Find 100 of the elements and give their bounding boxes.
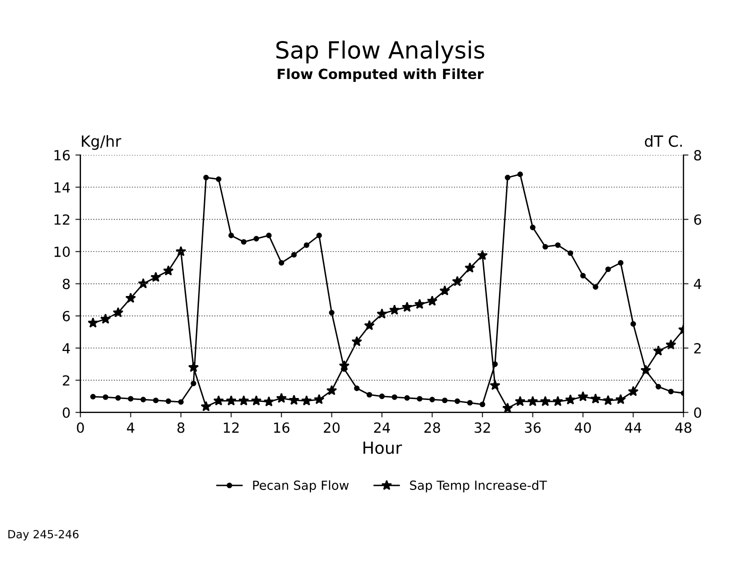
point — [517, 172, 523, 178]
point — [203, 174, 209, 180]
point — [178, 399, 184, 405]
point — [429, 396, 435, 402]
point — [291, 252, 297, 258]
point — [200, 401, 212, 412]
point — [602, 394, 614, 406]
point — [314, 394, 324, 404]
point — [467, 400, 473, 406]
y2-axis-title: dT C. — [644, 135, 682, 147]
point — [527, 396, 538, 406]
y-tick-label: 0 — [62, 407, 70, 418]
y2-tick-label: 4 — [694, 278, 702, 289]
y2-tick-label: 2 — [694, 343, 701, 354]
point — [125, 292, 136, 303]
y-tick-label: 6 — [62, 310, 70, 322]
chart-subtitle: Flow Computed with Filter — [278, 68, 484, 82]
y-tick-label: 12 — [54, 214, 70, 225]
point — [301, 395, 312, 406]
point — [530, 224, 536, 230]
x-tick-label: 44 — [625, 422, 642, 433]
legend-label: Pecan Sap Flow — [253, 480, 349, 492]
text: Day 245-246 — [8, 530, 79, 541]
point — [618, 260, 624, 266]
x-tick-label: 16 — [274, 422, 290, 433]
point — [288, 394, 300, 405]
x-tick-label: 20 — [324, 422, 340, 433]
x-tick-label: 0 — [76, 422, 84, 433]
point — [442, 398, 448, 404]
point — [630, 321, 636, 327]
point — [454, 398, 460, 404]
point — [115, 395, 121, 401]
point — [439, 285, 450, 296]
x-tick-label: 8 — [177, 422, 184, 433]
point — [452, 276, 463, 286]
point — [140, 396, 146, 402]
y-tick-label: 2 — [62, 375, 70, 386]
x-tick-label: 32 — [474, 422, 490, 433]
point — [504, 174, 510, 180]
point — [592, 284, 598, 290]
chart-title: Sap Flow Analysis — [276, 40, 484, 64]
point — [416, 396, 422, 402]
point — [542, 244, 548, 250]
point — [364, 320, 375, 330]
point — [138, 278, 149, 288]
point — [150, 272, 162, 282]
point — [580, 272, 586, 278]
point — [128, 396, 134, 402]
y-tick-label: 8 — [62, 278, 70, 290]
x-tick-label: 36 — [524, 422, 541, 433]
point — [266, 232, 272, 238]
point — [254, 236, 260, 242]
point — [354, 386, 360, 392]
point — [240, 239, 247, 245]
x-tick-label: 24 — [374, 422, 390, 433]
point — [414, 298, 425, 309]
point — [653, 345, 664, 356]
x-tick-label: 48 — [675, 422, 692, 433]
point — [552, 396, 564, 406]
point — [366, 392, 372, 398]
point — [464, 262, 476, 273]
point — [90, 394, 96, 400]
point — [213, 395, 224, 406]
point — [389, 304, 400, 315]
y2-tick-label: 8 — [694, 150, 702, 160]
point — [540, 396, 551, 406]
point — [328, 310, 334, 316]
y2-tick-label: 6 — [694, 214, 702, 225]
x-tick-label: 4 — [126, 422, 134, 433]
y-tick-label: 16 — [54, 150, 70, 160]
y-tick-label: 4 — [62, 343, 70, 354]
point — [480, 402, 486, 408]
point — [426, 296, 438, 306]
point — [668, 388, 674, 394]
point — [153, 398, 159, 404]
point — [352, 336, 362, 346]
point — [316, 232, 322, 238]
point — [404, 395, 410, 401]
point — [163, 265, 174, 276]
point — [656, 384, 662, 390]
point — [578, 391, 588, 402]
point — [190, 380, 196, 386]
y-tick-label: 14 — [54, 182, 70, 192]
point — [502, 402, 513, 412]
point — [379, 394, 385, 400]
x-axis-title: Hour — [364, 442, 402, 454]
y-axis-title: Kg/hr — [82, 135, 122, 150]
point — [615, 394, 626, 404]
legend-label: Sap Temp Increase-dT — [410, 480, 547, 492]
point — [492, 361, 498, 367]
point — [477, 250, 488, 260]
point — [376, 308, 388, 319]
point — [102, 394, 108, 400]
point — [264, 396, 274, 406]
point — [402, 302, 412, 312]
point — [565, 394, 576, 405]
point — [216, 176, 222, 182]
point — [238, 395, 250, 406]
point — [326, 384, 338, 396]
point — [88, 317, 98, 328]
